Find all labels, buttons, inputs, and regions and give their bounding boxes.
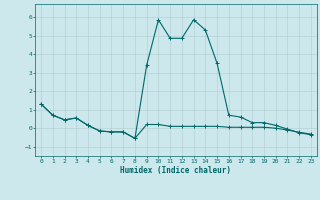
X-axis label: Humidex (Indice chaleur): Humidex (Indice chaleur) [121, 166, 231, 175]
